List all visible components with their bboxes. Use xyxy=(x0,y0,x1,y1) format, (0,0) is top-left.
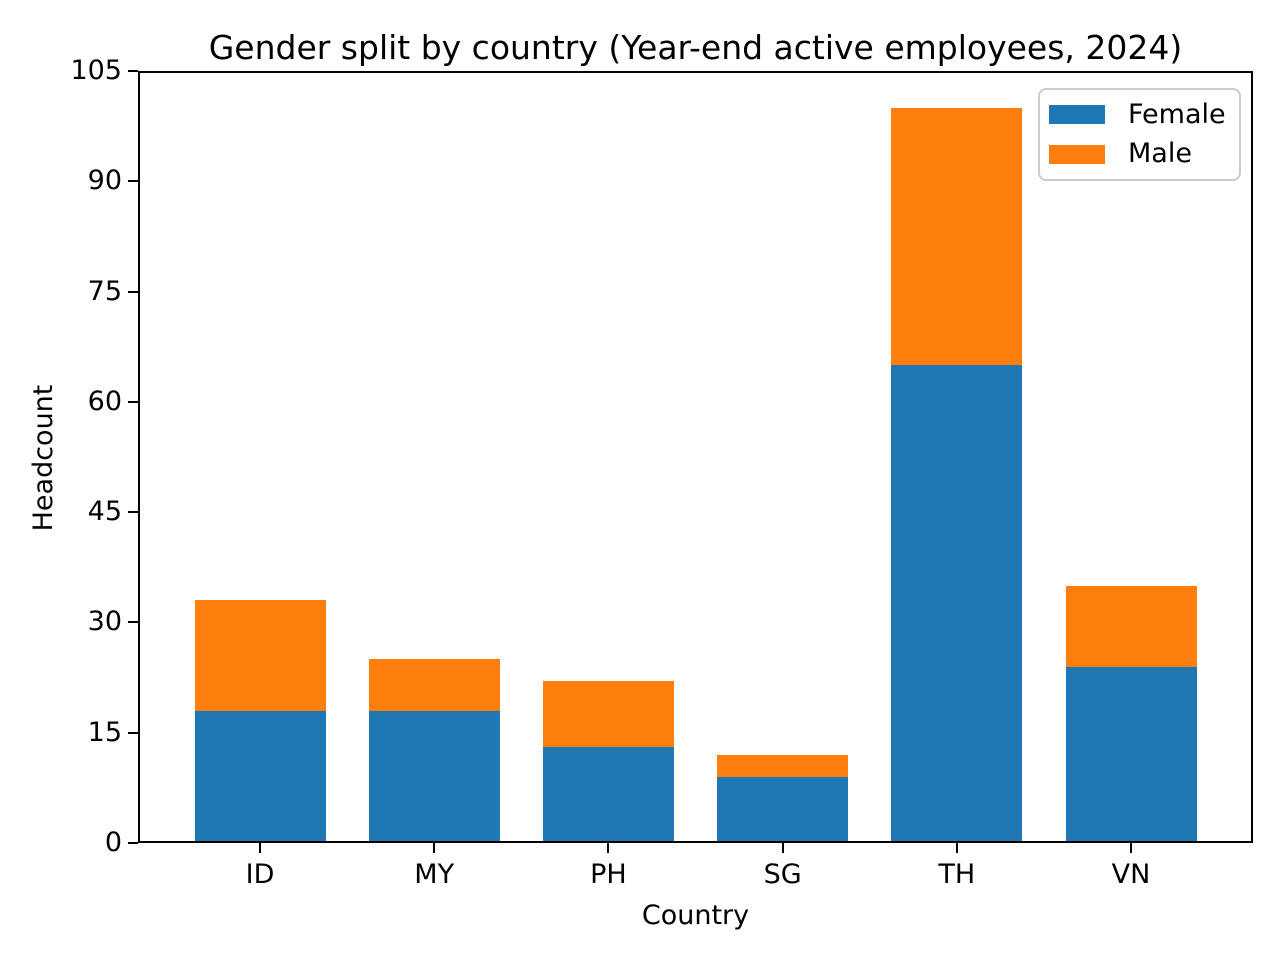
bar-my-female-segment xyxy=(368,710,500,843)
x-tick-label-vn: VN xyxy=(1111,859,1151,890)
x-tick-mark-vn xyxy=(1130,843,1132,853)
y-tick-label-15: 15 xyxy=(87,716,122,748)
bar-th-female-segment xyxy=(891,365,1023,843)
bar-ph-male-segment xyxy=(542,681,674,748)
y-tick-mark-30 xyxy=(128,621,138,624)
y-tick-label-75: 75 xyxy=(87,275,122,307)
y-tick-label-90: 90 xyxy=(87,165,122,197)
y-tick-mark-90 xyxy=(128,180,138,183)
y-tick-label-30: 30 xyxy=(87,606,122,638)
y-tick-mark-0 xyxy=(128,842,138,844)
bar-vn-female-segment xyxy=(1065,666,1197,843)
x-tick-label-ph: PH xyxy=(590,859,627,890)
legend-swatch-female-icon xyxy=(1049,105,1105,125)
bar-my-male-segment xyxy=(368,659,500,711)
y-tick-mark-15 xyxy=(128,731,138,734)
bar-id-male-segment xyxy=(194,600,326,711)
y-tick-label-60: 60 xyxy=(87,385,122,417)
legend-swatch-male-icon xyxy=(1049,144,1105,164)
x-tick-mark-th xyxy=(955,843,958,853)
bar-sg-female-segment xyxy=(717,776,849,843)
bar-vn-male-segment xyxy=(1065,585,1197,667)
x-tick-label-my: MY xyxy=(414,859,455,890)
y-tick-label-45: 45 xyxy=(87,496,122,528)
x-tick-label-th: TH xyxy=(938,859,976,890)
x-tick-mark-ph xyxy=(607,843,610,853)
legend-item-male: Male xyxy=(1049,136,1233,173)
x-axis-label: Country xyxy=(641,900,750,931)
bar-th-male-segment xyxy=(891,107,1023,366)
legend-label-male: Male xyxy=(1128,138,1192,170)
bar-ph-female-segment xyxy=(542,747,674,843)
bar-id-female-segment xyxy=(194,710,326,843)
y-tick-mark-105 xyxy=(128,70,138,72)
y-tick-label-0: 0 xyxy=(104,827,122,858)
legend-label-female: Female xyxy=(1128,98,1226,130)
x-tick-mark-my xyxy=(433,843,436,853)
x-tick-label-sg: SG xyxy=(763,859,802,890)
x-tick-mark-id xyxy=(259,843,261,853)
legend-item-female: Female xyxy=(1049,96,1233,133)
x-tick-label-id: ID xyxy=(245,859,275,890)
y-tick-mark-60 xyxy=(128,400,138,403)
bar-sg-male-segment xyxy=(717,754,849,777)
x-tick-mark-sg xyxy=(781,843,784,853)
legend: Female Male xyxy=(1038,88,1241,181)
y-tick-label-105: 105 xyxy=(70,55,122,86)
y-tick-mark-45 xyxy=(128,511,138,514)
y-tick-mark-75 xyxy=(128,290,138,293)
chart-title: Gender split by country (Year-end active… xyxy=(208,28,1183,67)
